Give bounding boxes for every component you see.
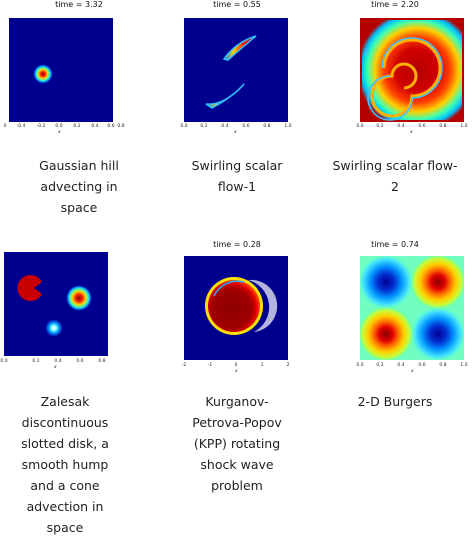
- tick: 0.4: [54, 359, 62, 364]
- smooth-hump: [66, 285, 92, 311]
- tick: 0.0: [180, 124, 188, 129]
- tick: 0.6: [418, 363, 426, 368]
- gaussian-blob: [33, 64, 53, 84]
- x-tick-labels: 0.0 0.2 0.4 0.6 0.8 1.0: [180, 124, 292, 132]
- x-axis-label: x: [58, 130, 61, 135]
- x-tick-labels: 0.0 0.2 0.4 0.6 0.8 1.0: [356, 124, 468, 132]
- x-axis-label: x: [235, 369, 238, 374]
- tick: -0.2: [36, 124, 46, 129]
- tick: 0.2: [32, 359, 40, 364]
- panel-swirling-2: time = 2.20 0.0 0.2 0.4 0.6 0.8 1.0 x Sw…: [316, 0, 474, 200]
- tick: 2: [286, 363, 290, 368]
- swirling-2-plot: [360, 18, 464, 122]
- panel-zalesak: 0.0 0.2 0.4 0.6 0.8 x Zalesak discontinu…: [0, 236, 158, 535]
- panel-swirling-1: time = 0.55 0.0 0.2 0.4 0.6 0.8 1.0 x Sw…: [158, 0, 316, 200]
- caption: 2-D Burgers: [357, 394, 433, 409]
- cone: [45, 319, 63, 337]
- caption: Swirling scalar flow-1: [191, 158, 283, 194]
- lower-filament: [205, 83, 245, 109]
- tick: 0.0: [0, 359, 8, 364]
- tick: 0.4: [91, 124, 99, 129]
- tick: 0.8: [263, 124, 271, 129]
- spiral-arm: [370, 38, 442, 118]
- spiral-edge: [367, 37, 443, 121]
- negative-vortex-2: [410, 306, 464, 360]
- tick: 0: [234, 363, 238, 368]
- x-tick-labels: 0.0 0.2 0.4 0.6 0.8 1.0: [356, 363, 468, 371]
- kpp-plot: [184, 256, 288, 360]
- caption: Kurganov-Petrova-Popov (KPP) rotating sh…: [192, 394, 282, 493]
- x-axis-label: x: [54, 365, 57, 370]
- tick: 0.4: [397, 124, 405, 129]
- zalesak-plot: [4, 252, 108, 356]
- tick: 0.2: [376, 363, 384, 368]
- tick: -0.4: [16, 124, 26, 129]
- x-tick-labels: 0.0 0.2 0.4 0.6 0.8: [0, 359, 108, 367]
- burgers-plot: [360, 256, 464, 360]
- tick: 0.6: [107, 124, 115, 129]
- panel-title: time = 3.32: [55, 0, 103, 9]
- panel-title: time = 0.55: [213, 0, 261, 9]
- upper-filament: [222, 35, 257, 61]
- tick: 0.4: [397, 363, 405, 368]
- panel-burgers: time = 0.74 0.0 0.2: [316, 236, 474, 512]
- tick: 1: [260, 363, 264, 368]
- positive-vortex-1: [410, 256, 464, 310]
- panel-gaussian-hill: time = 3.32 0 -0.4 -0.2 0.0 0.2 0.4 0.6 …: [0, 0, 158, 215]
- tick: 0.2: [200, 124, 208, 129]
- panel-title: time = 0.28: [213, 240, 261, 249]
- x-tick-labels: 0 -0.4 -0.2 0.0 0.2 0.4 0.6 0.8: [4, 124, 125, 132]
- panel-title: time = 0.74: [371, 240, 419, 249]
- tick: 0.2: [73, 124, 81, 129]
- x-axis-label: x: [411, 369, 414, 374]
- tick: 0.8: [439, 363, 447, 368]
- tick: 0.6: [242, 124, 250, 129]
- tick: 0.8: [98, 359, 106, 364]
- tick: 1.0: [460, 363, 468, 368]
- x-axis-label: x: [234, 130, 237, 135]
- caption: Zalesak discontinuous slotted disk, a sm…: [21, 394, 109, 535]
- tick: 0.6: [418, 124, 426, 129]
- panel-kpp: time = 0.28 -2 -1 0 1 2 x Kurganov-Petro…: [158, 236, 316, 512]
- tick: 0: [3, 124, 7, 129]
- tick: 0.0: [55, 124, 63, 129]
- tick: 0.4: [221, 124, 229, 129]
- tick: 0.6: [76, 359, 84, 364]
- tick: 1.0: [284, 124, 292, 129]
- tick: 0.2: [376, 124, 384, 129]
- slotted-disk: [17, 275, 42, 301]
- swirling-1-plot: [184, 18, 288, 122]
- tick: 1.0: [460, 124, 468, 129]
- tick: 0.0: [356, 124, 364, 129]
- tick: -2: [181, 363, 187, 368]
- caption: Gaussian hill advecting in space: [39, 158, 119, 215]
- rotating-region: [208, 280, 260, 332]
- positive-vortex-2: [360, 306, 414, 360]
- tick: -1: [207, 363, 213, 368]
- caption: Swirling scalar flow-2: [332, 158, 458, 194]
- x-tick-labels: -2 -1 0 1 2: [181, 363, 290, 371]
- gaussian-hill-plot: [9, 18, 113, 122]
- panel-title: time = 2.20: [371, 0, 419, 9]
- x-axis-label: x: [410, 130, 413, 135]
- tick: 0.0: [356, 363, 364, 368]
- negative-vortex-1: [360, 256, 414, 310]
- tick: 0.8: [117, 124, 125, 129]
- tick: 0.8: [439, 124, 447, 129]
